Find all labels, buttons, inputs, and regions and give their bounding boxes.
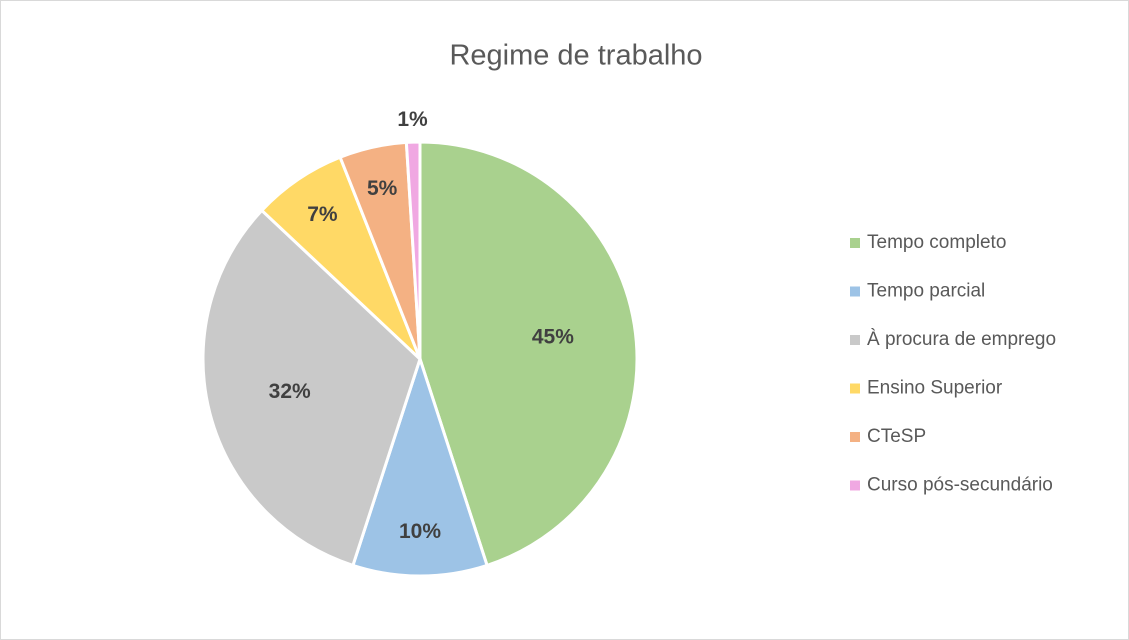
legend-swatch xyxy=(850,335,860,345)
data-label: 32% xyxy=(269,380,311,403)
data-label: 1% xyxy=(397,108,428,131)
data-label: 10% xyxy=(399,520,441,543)
pie-slice xyxy=(418,140,639,568)
legend-swatch xyxy=(850,432,860,442)
legend-label: Ensino Superior xyxy=(867,378,1003,399)
pie-slice xyxy=(351,354,489,578)
legend-label: À procura de emprego xyxy=(867,329,1056,350)
chart-title: Regime de trabalho xyxy=(449,40,702,72)
legend-swatch xyxy=(850,383,860,394)
data-label: 7% xyxy=(307,203,338,226)
legend-label: CTeSP xyxy=(867,426,926,447)
legend-label: Curso pós-secundário xyxy=(867,475,1053,496)
legend-label: Tempo completo xyxy=(867,232,1006,253)
legend-label: Tempo parcial xyxy=(867,281,985,302)
data-label: 45% xyxy=(532,326,574,349)
legend-swatch xyxy=(850,286,860,297)
legend-swatch xyxy=(850,480,860,491)
pie-slice xyxy=(201,208,422,568)
data-label: 5% xyxy=(367,177,398,200)
pie-slice xyxy=(404,140,422,360)
legend-swatch xyxy=(850,238,860,248)
